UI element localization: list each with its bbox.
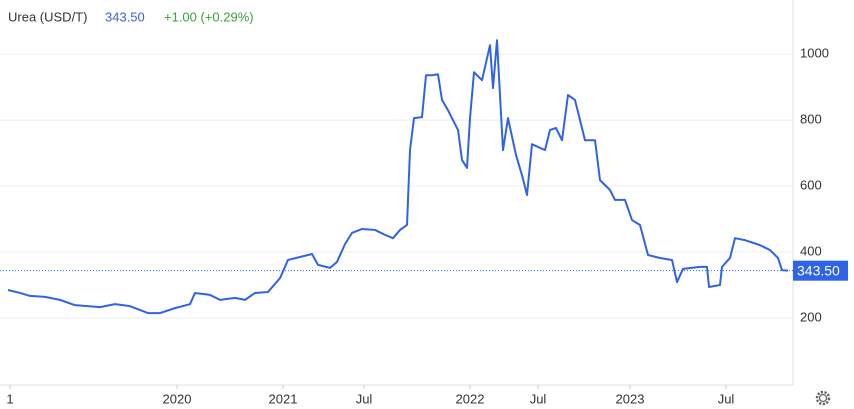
last-price: 343.50	[105, 9, 145, 24]
x-tick-label: 2023	[616, 391, 645, 406]
x-tick-label: 2021	[269, 391, 298, 406]
gear-body	[818, 393, 828, 403]
settings-icon[interactable]	[815, 390, 831, 406]
y-tick-label: 1000	[800, 46, 829, 61]
gear-teeth	[815, 390, 831, 406]
chart-title: Urea (USD/T)	[8, 9, 87, 24]
x-tick-label: 2022	[456, 391, 485, 406]
x-tick-label: 1	[6, 391, 13, 406]
x-tick-label: Jul	[530, 391, 547, 406]
x-tick-label: 2020	[163, 391, 192, 406]
y-tick-label: 400	[800, 243, 822, 258]
price-change: +1.00 (+0.29%)	[164, 9, 254, 24]
last-value-tag	[793, 260, 848, 281]
y-tick-label: 800	[800, 112, 822, 127]
y-tick-label: 600	[800, 177, 822, 192]
y-tick-label: 200	[800, 309, 822, 324]
price-line	[7, 39, 789, 315]
last-value-label: 343.50	[797, 262, 840, 278]
x-tick-label: Jul	[356, 391, 373, 406]
x-tick-label: Jul	[718, 391, 735, 406]
